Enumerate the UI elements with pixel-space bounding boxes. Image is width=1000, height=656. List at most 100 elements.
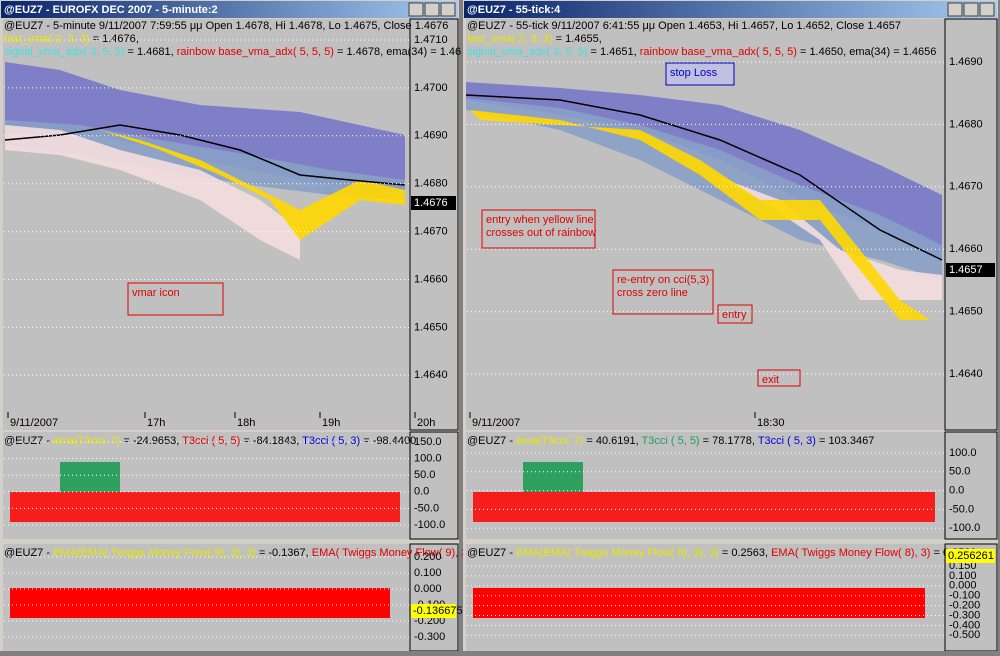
header-segment: EMA(EMA( Twiggs Money Flow( 9), 3), 3) [53, 547, 256, 559]
annotation: entry [722, 309, 747, 321]
axis-label: 1.4700 [414, 82, 448, 94]
axis-area [944, 431, 998, 540]
window-button[interactable] [424, 2, 440, 17]
annotation-box [757, 369, 801, 387]
header-segment: = 78.1778, [700, 435, 758, 447]
header-segment: = -98.4400 [360, 435, 416, 447]
axis-label: 1.4690 [414, 130, 448, 142]
header-segment: @EUZ7 - [4, 435, 53, 447]
title-bar [464, 1, 997, 18]
window-button[interactable] [440, 2, 456, 17]
axis-label: 0.000 [949, 580, 977, 592]
ema-line [465, 94, 943, 261]
axis-label: 0.100 [414, 567, 442, 579]
time-label: 17h [147, 417, 165, 429]
axis-label: 1.4680 [949, 118, 983, 130]
axis-label: 0.100 [949, 570, 977, 582]
axis-label: 100.0 [949, 447, 977, 459]
annotation-box [717, 304, 753, 324]
axis-label: -50.0 [949, 503, 974, 515]
annotation-box [127, 282, 224, 316]
header-segment: = 1.4651, [587, 46, 639, 58]
rainbow-band [100, 130, 405, 240]
annotation: vmar icon [132, 287, 180, 299]
header-segment: signal_vma_adx( 3, 5, 5) [467, 46, 587, 58]
annotation: re-entry on cci(5,3) [617, 274, 709, 286]
axis-label: 1.4670 [414, 226, 448, 238]
axis-label: 50.0 [949, 466, 970, 478]
annotation: exit [762, 374, 779, 386]
header-segment: ema(T3cci, 7) [53, 435, 120, 447]
header-segment: EMA( Twiggs Money Flow( 8), 3) [771, 547, 930, 559]
panel-header: fast_vma( 2, 3, 3) = 1.4676, [4, 33, 139, 45]
axis-label: 100.0 [414, 453, 442, 465]
rainbow-band [5, 125, 300, 260]
axis-label: 50.0 [414, 469, 435, 481]
axis-label: -50.0 [414, 502, 439, 514]
mf-area [10, 588, 390, 618]
annotation: stop Loss [670, 67, 718, 79]
header-segment: T3cci ( 5, 5) [182, 435, 240, 447]
axis-label: 1.4650 [949, 306, 983, 318]
panel-header: fast_vma( 2, 3, 3) = 1.4655, [467, 33, 602, 45]
title-bar [1, 1, 458, 18]
cci-area [473, 492, 935, 522]
header-segment: = 1.4681, [124, 46, 176, 58]
time-label: 18h [237, 417, 255, 429]
axis-label: -0.400 [949, 619, 980, 631]
annotation-box [481, 209, 596, 249]
last-mf: -0.136675 [413, 605, 463, 617]
time-label: 18:30 [757, 417, 785, 429]
axis-label: 1.4680 [414, 178, 448, 190]
cci-area [523, 462, 583, 492]
panel-header: @EUZ7 - ema(T3cci, 7) = 40.6191, T3cci (… [467, 435, 874, 447]
axis-label: 1.4640 [949, 368, 983, 380]
header-segment: = 40.6191, [583, 435, 641, 447]
header-segment: T3cci ( 5, 3) [758, 435, 816, 447]
panel-header: @EUZ7 - 5-minute 9/11/2007 7:59:55 μμ Op… [4, 20, 448, 32]
header-segment: = 1.4678, ema(34) = 1.46 [334, 46, 461, 58]
cci-area [10, 492, 400, 522]
axis-label: -0.200 [949, 600, 980, 612]
axis-label: 1.4710 [414, 34, 448, 46]
header-segment: EMA( Twiggs Money Flow( 9), 3 [312, 547, 468, 559]
annotation-box [612, 269, 714, 315]
axis-label: -0.300 [949, 609, 980, 621]
axis-label: 150.0 [414, 436, 442, 448]
rainbow-band [5, 62, 405, 195]
window-button[interactable] [979, 2, 995, 17]
time-label: 9/11/2007 [472, 417, 520, 429]
axis-area [409, 18, 459, 431]
time-label: 20h [417, 417, 435, 429]
last-price: 1.4657 [949, 264, 983, 276]
header-segment: @EUZ7 - [4, 547, 53, 559]
axis-label: -0.500 [949, 629, 980, 641]
header-segment: @EUZ7 - [467, 435, 516, 447]
rainbow-band [466, 82, 942, 260]
window-button[interactable] [408, 2, 424, 17]
panel-header: @EUZ7 - 55-tick 9/11/2007 6:41:55 μμ Ope… [467, 20, 901, 32]
axis-label: 0.0 [414, 486, 429, 498]
header-segment: fast_vma( 2, 3, 3) [467, 33, 553, 45]
header-segment: = 1.4676, [90, 33, 139, 45]
annotation-box [665, 62, 735, 86]
rainbow-band [700, 170, 942, 300]
cci-area [60, 462, 120, 492]
axis-label: 1.4650 [414, 321, 448, 333]
header-segment: = -24.9653, [120, 435, 182, 447]
panel-header: signal_vma_adx( 3, 5, 5) = 1.4681, rainb… [4, 46, 461, 58]
last-mf-box [411, 604, 456, 618]
window-button[interactable] [963, 2, 979, 17]
last-price: 1.4676 [414, 197, 448, 209]
window-title: @EUZ7 - 55-tick:4 [467, 4, 561, 16]
axis-area [409, 431, 459, 540]
axis-label: 1.4660 [949, 243, 983, 255]
window-button[interactable] [947, 2, 963, 17]
annotation: crosses out of rainbow [486, 227, 596, 239]
last-mf: 0.256261 [948, 550, 994, 562]
time-label: 19h [322, 417, 340, 429]
window-title: @EUZ7 - EUROFX DEC 2007 - 5-minute:2 [4, 4, 218, 16]
rainbow-band [470, 110, 930, 320]
